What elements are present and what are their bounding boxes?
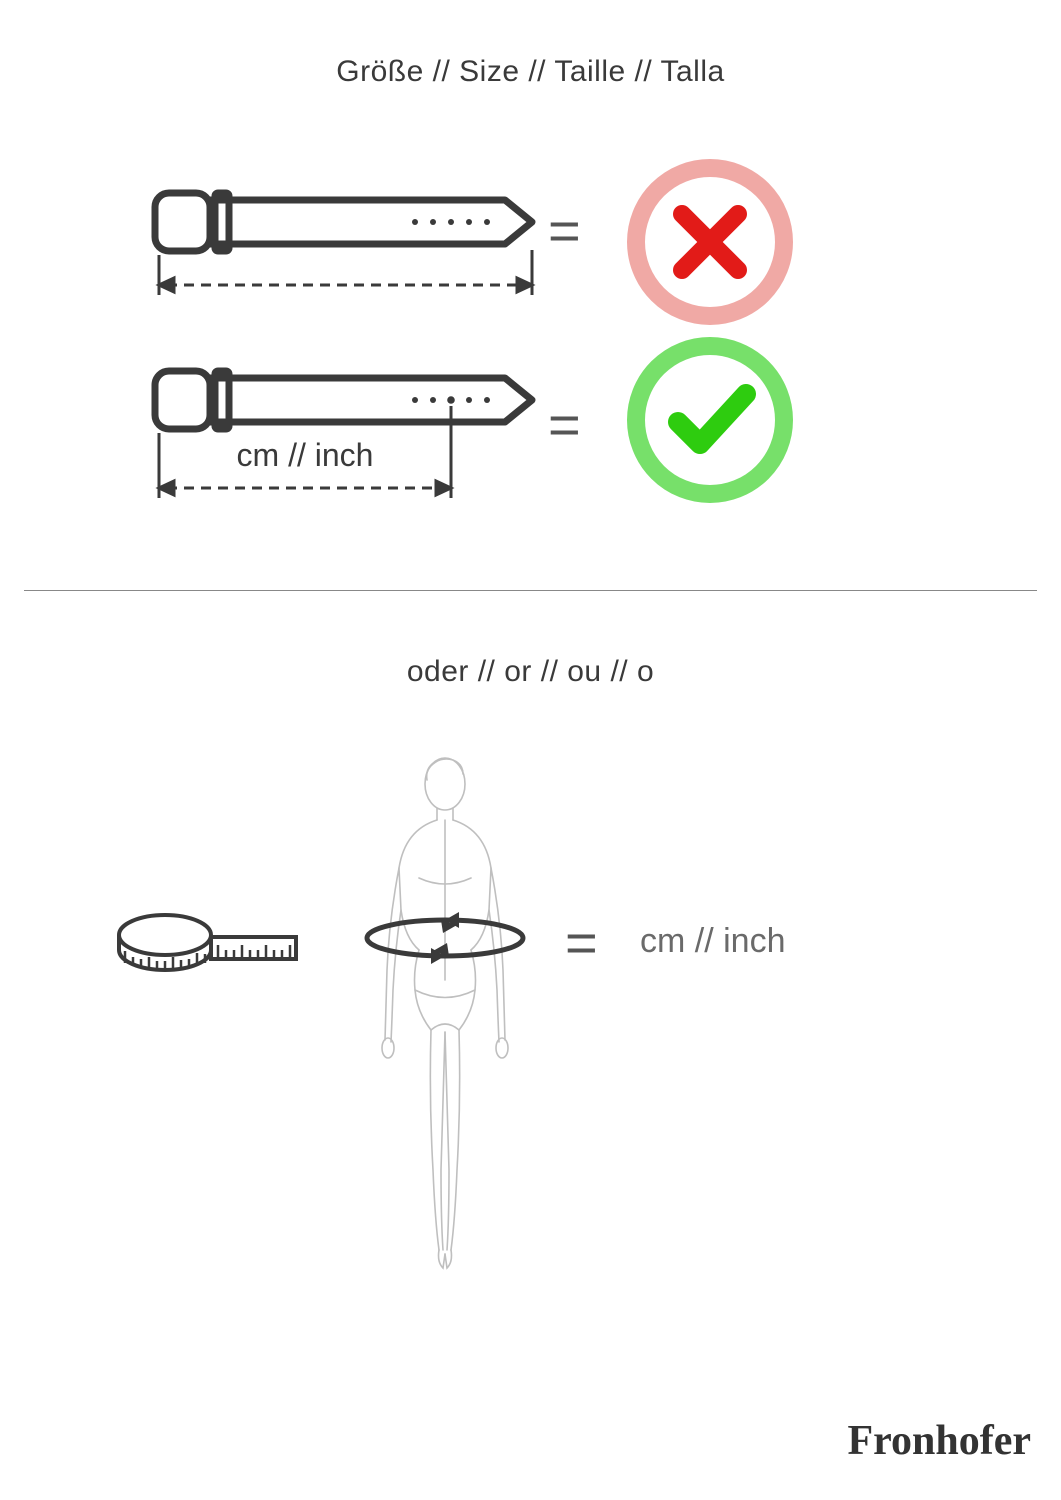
- brand-signature: Fronhofer: [847, 1417, 1031, 1465]
- heading-or: oder // or // ou // o: [0, 655, 1061, 689]
- equals-wrong: =: [548, 198, 581, 263]
- unit-label-belt: cm // inch: [237, 437, 374, 473]
- equals-waist: =: [565, 910, 598, 975]
- unit-label-result: cm // inch: [640, 922, 785, 961]
- heading-size: Größe // Size // Taille // Talla: [0, 55, 1061, 89]
- result-wrong-icon: [620, 152, 800, 332]
- equals-correct: =: [548, 392, 581, 457]
- result-correct-icon: [620, 330, 800, 510]
- figure-waist-diagram: [335, 750, 555, 1290]
- section-divider: [24, 590, 1037, 591]
- tape-measure-icon: [110, 895, 310, 995]
